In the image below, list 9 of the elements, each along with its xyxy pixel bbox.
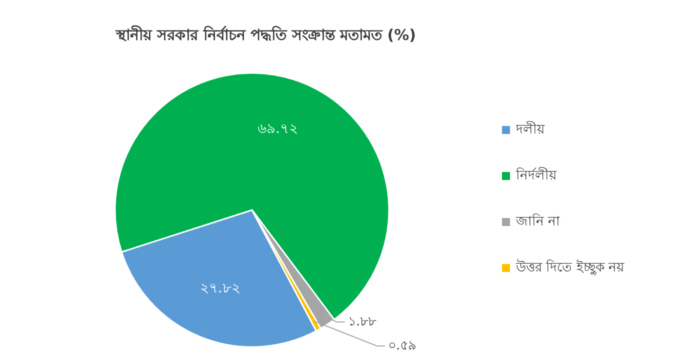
- chart-title: স্থানীয় সরকার নির্বাচন পদ্ধতি সংক্রান্ত মতামত (%): [114, 25, 416, 44]
- data-label: ২৭.৮২: [200, 280, 240, 297]
- data-label: ৬৯.৭২: [257, 120, 298, 137]
- data-label: ০.৫৯: [388, 338, 416, 354]
- legend-label: নির্দলীয়: [515, 168, 557, 184]
- legend-label: উত্তর দিতে ইচ্ছুক নয়: [515, 260, 624, 276]
- legend-label: দলীয়: [515, 122, 545, 138]
- legend-label: জানি না: [515, 214, 560, 230]
- data-label: ১.৮৮: [348, 314, 378, 330]
